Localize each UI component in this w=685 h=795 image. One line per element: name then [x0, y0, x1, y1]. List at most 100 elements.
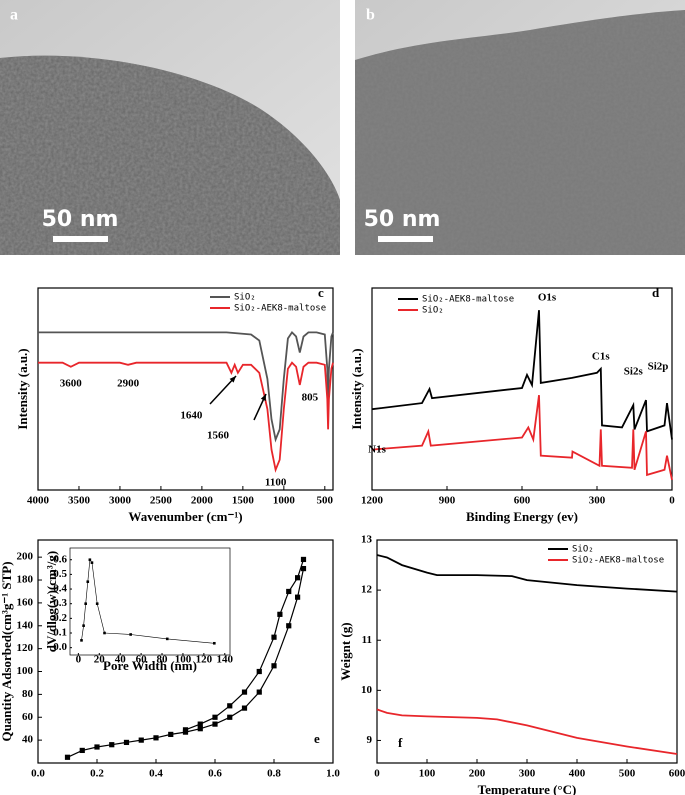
- data-point: [286, 588, 292, 595]
- x-tick-label: 100: [419, 768, 436, 780]
- y-tick-label: 13: [361, 534, 373, 546]
- data-point: [109, 742, 115, 748]
- y-tick-label: 140: [17, 619, 34, 631]
- x-tick-label: 0: [374, 768, 380, 780]
- arrow-head: [260, 394, 266, 401]
- data-point: [241, 705, 248, 711]
- data-point: [123, 739, 130, 746]
- data-point: [295, 594, 301, 600]
- series-line: [376, 554, 678, 593]
- x-tick-label: 0.8: [267, 768, 281, 780]
- data-point: [256, 689, 262, 695]
- data-point: [153, 735, 159, 741]
- panel-label: b: [366, 7, 375, 24]
- data-point: [103, 631, 106, 635]
- data-point: [168, 731, 174, 738]
- chart: 4000 3500 3000 2500 2000 1500 1000 500 Wavenumbe…: [15, 285, 334, 524]
- data-point: [286, 623, 292, 629]
- x-tick-label: 1500: [232, 495, 255, 507]
- scale-bar-label: 50 nm: [42, 207, 119, 232]
- data-point: [82, 624, 85, 627]
- data-point: [295, 575, 301, 581]
- y-tick-label: 120: [17, 642, 34, 654]
- x-axis-label: Wavenumber (cm⁻¹): [128, 509, 242, 524]
- data-point: [95, 602, 99, 605]
- x-tick-label: 3500: [68, 495, 91, 507]
- x-tick-label: 2500: [150, 495, 173, 507]
- data-point: [182, 727, 189, 733]
- x-tick-label: 300: [519, 768, 536, 780]
- panel-label: f: [398, 735, 403, 750]
- arrow-head: [229, 376, 236, 383]
- data-point: [138, 737, 144, 743]
- chart: 1200 900 600 300 0 Binding Energy (ev) Intensi…: [349, 285, 675, 524]
- data-point: [129, 633, 132, 636]
- x-tick-label: 600: [669, 768, 685, 780]
- data-point: [241, 689, 248, 695]
- plot-frame: [69, 547, 231, 656]
- y-tick-label: 0.3: [53, 597, 67, 609]
- x-axis-label: Temperature (°C): [478, 782, 577, 795]
- data-point: [212, 714, 218, 720]
- x-tick-label: 60: [136, 654, 148, 666]
- x-tick-label: 400: [569, 768, 586, 780]
- y-tick-label: 0.5: [53, 568, 67, 580]
- annotation: 805: [302, 392, 319, 404]
- x-axis-label: Binding Energy (ev): [466, 509, 578, 524]
- data-point: [94, 744, 100, 750]
- x-tick-label: 500: [317, 495, 334, 507]
- x-tick-label: 120: [196, 654, 213, 666]
- data-point: [88, 558, 92, 562]
- data-point: [212, 721, 218, 727]
- x-tick-label: 0: [669, 495, 675, 507]
- inset-chart: 0 20 40 60 80 100 120 140 0.0 0.1 0.2 0.3 0.4 0.5 0.6 P…: [44, 547, 234, 673]
- plot-frame: [376, 539, 678, 764]
- series-line: [371, 310, 673, 440]
- series-line: [371, 394, 673, 481]
- y-tick-label: 0.1: [53, 627, 67, 639]
- data-point: [80, 639, 83, 642]
- annotation: C1s: [592, 351, 610, 363]
- plot-frame: [371, 287, 673, 491]
- data-point: [227, 714, 233, 720]
- x-tick-label: 20: [94, 654, 106, 666]
- x-axis-label: Pore Width (nm): [103, 658, 197, 673]
- x-tick-label: 900: [439, 495, 456, 507]
- x-tick-label: 0.0: [31, 768, 45, 780]
- x-tick-label: 80: [157, 654, 169, 666]
- data-point: [90, 561, 94, 564]
- legend-label: SiO₂: [234, 293, 256, 303]
- y-tick-label: 80: [22, 688, 34, 700]
- series-line: [376, 708, 678, 755]
- data-point: [64, 754, 71, 760]
- chart: 0.0 0.2 0.4 0.6 0.8 1.0 40 60 80 100 120 140 160 180 2…: [0, 539, 340, 780]
- panel-label: a: [10, 7, 18, 24]
- legend-label: SiO₂-AEK8-maltose: [572, 556, 664, 566]
- x-tick-label: 500: [619, 768, 636, 780]
- chart: 0 100 200 300 400 500 600 9 10 11 12 13 Temperature …: [338, 534, 685, 795]
- y-axis-label: Quantity Adsorbed(cm³g⁻¹ STP): [0, 561, 14, 741]
- panel-label: c: [318, 285, 324, 300]
- annotation: Si2s: [624, 366, 644, 378]
- x-tick-label: 140: [217, 654, 234, 666]
- data-point: [271, 663, 277, 669]
- data-point: [213, 641, 216, 645]
- scale-bar: [53, 236, 108, 242]
- series-line: [38, 330, 334, 443]
- x-tick-label: 2000: [191, 495, 214, 507]
- y-tick-label: 40: [22, 734, 34, 746]
- y-tick-label: 100: [17, 665, 34, 677]
- panel-label: d: [652, 285, 660, 300]
- tem-image-b: b 50 nm: [355, 0, 685, 255]
- annotation: N1s: [368, 444, 386, 456]
- x-tick-label: 600: [514, 495, 531, 507]
- x-tick-label: 0.4: [149, 768, 163, 780]
- scale-bar-label: 50 nm: [364, 207, 441, 232]
- x-tick-label: 0: [76, 654, 82, 666]
- data-point: [277, 611, 283, 617]
- data-point: [197, 721, 203, 727]
- data-point: [256, 668, 262, 675]
- data-point: [300, 556, 307, 563]
- y-axis-label: dV/dlog(w)(cm³/g): [44, 551, 59, 652]
